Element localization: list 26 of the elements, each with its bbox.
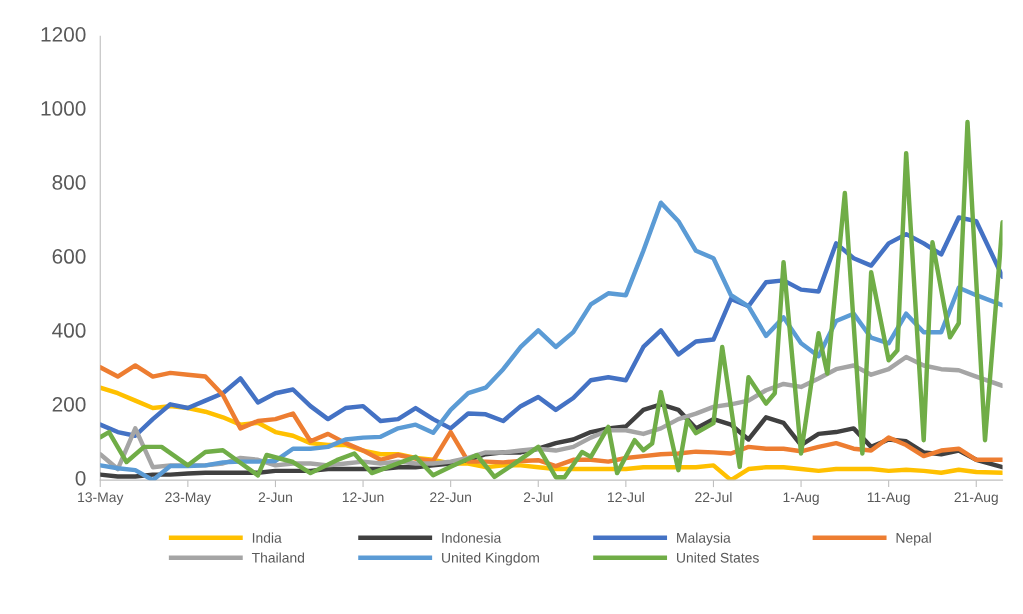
y-tick-label: 600 [52,249,86,264]
x-tick-label: 23-May [165,492,211,505]
x-tick-label: 13-May [78,492,124,505]
y-tick-label: 0 [75,470,86,486]
y-tick-label: 1000 [41,101,86,116]
legend-label: India [252,532,282,543]
x-tick-label: 21-Aug [954,492,998,505]
x-tick-label: 2-Jun [258,492,292,503]
y-tick-label: 400 [52,323,86,338]
x-tick-label: 12-Jun [342,492,384,503]
y-tick-label: 1200 [41,27,86,42]
legend-label: Malaysia [677,532,731,546]
x-tick-label: 2-Jul [523,491,553,503]
legend-label: United Kingdom [442,552,539,566]
x-tick-label: 22-Jun [430,492,471,503]
x-tick-label: 1-Aug [783,492,819,505]
legend-label: Indonesia [442,532,502,543]
legend-label: United States [677,552,759,563]
y-tick-label: 800 [52,175,86,190]
line-series [100,215,1003,438]
legend-label: Nepal [896,532,931,546]
x-tick-label: 12-Jul [608,491,644,503]
y-tick-label: 200 [52,397,86,412]
x-tick-label: 11-Aug [867,492,910,505]
x-tick-label: 22-Jul [695,491,732,503]
legend-label: Thailand [251,552,305,563]
